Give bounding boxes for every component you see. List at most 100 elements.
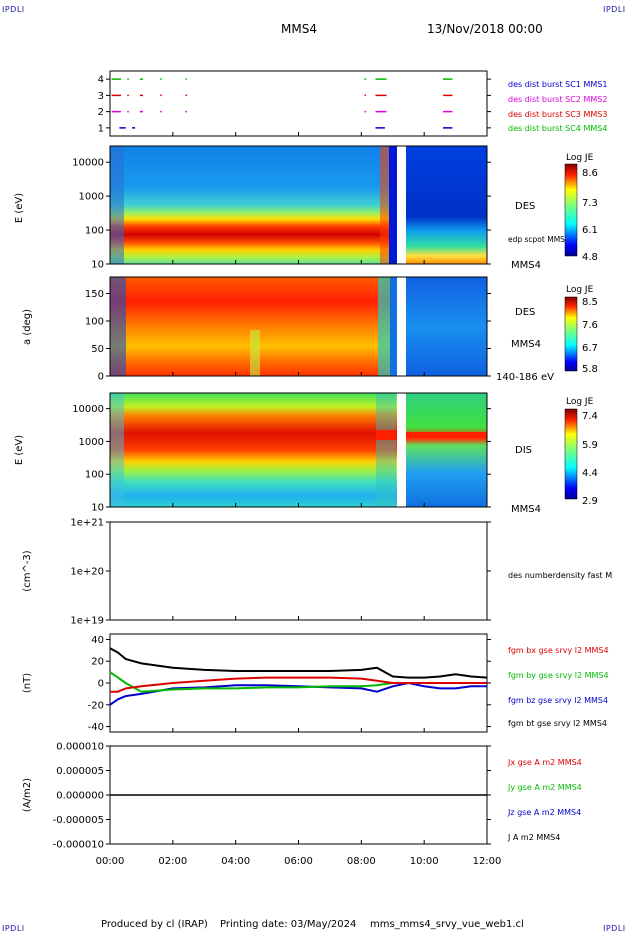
des-pitch-y-tick-label: 100 [85, 317, 104, 328]
density-y-tick-label: 1e+21 [70, 518, 104, 529]
current-panel: (A/m2) -0.000010 -0.000005 0.000000 0.00000… [22, 742, 582, 851]
current-y-tick-label: 0.000005 [56, 766, 104, 777]
des-pitch-energy-range: 140-186 eV [496, 372, 554, 383]
burst-y-tick-label: 1 [98, 123, 104, 134]
spacecraft-title: MMS4 [281, 22, 317, 36]
dis-energy-gap [397, 393, 406, 507]
bfield-y-tick-label: -20 [88, 700, 104, 711]
des-energy-panel: E (eV) 10 100 1000 10000 DES edp scpot MMS4… [14, 145, 598, 271]
des-pitch-early-edge [110, 277, 126, 376]
des-pitch-panel: a (deg) 0 50 100 150 DES MMS4 140-186 eV Lo… [22, 276, 598, 383]
dis-energy-cb-tick-1: 5.9 [582, 440, 598, 451]
bfield-y-tick-label: 0 [98, 679, 104, 690]
current-yticks: -0.000010 -0.000005 0.000000 0.000005 0.0000… [53, 742, 491, 851]
burst-panel: 1 2 3 4 des dist burst SC1 MMS1 des dist bu… [98, 70, 607, 137]
current-ylabel: (A/m2) [22, 778, 33, 812]
current-y-tick-label: -0.000005 [53, 815, 104, 826]
des-pitch-yticks: 0 50 100 150 [85, 289, 491, 383]
legend-bt: fgm bt gse srvy l2 MMS4 [508, 719, 607, 728]
des-energy-transition [380, 146, 389, 264]
bfield-lines [109, 647, 488, 706]
legend-jz: Jz gse A m2 MMS4 [507, 808, 581, 817]
des-energy-gap [397, 146, 406, 264]
legend-bx: fgm bx gse srvy l2 MMS4 [508, 646, 609, 655]
des-energy-blue-band [389, 146, 397, 264]
corner-label-bottom-right: IPDLI [603, 924, 626, 933]
legend-burst-sc4: des dist burst SC4 MMS4 [508, 124, 607, 133]
des-energy-yticks-tick-label: 10000 [72, 158, 104, 169]
dis-energy-yticks: 10 100 1000 10000 [72, 404, 491, 514]
footer-script: mms_mms4_srvy_vue_web1.cl [370, 919, 524, 930]
time-tick-label: 12:00 [473, 856, 502, 867]
des-energy-colorbar [564, 163, 578, 257]
density-y-tick-label: 1e+20 [70, 567, 104, 578]
des-energy-mms4: MMS4 [511, 260, 541, 271]
dis-energy-yticks-tick-label: 1000 [79, 437, 104, 448]
dis-energy-yticks-tick-label: 10 [91, 503, 104, 514]
current-y-tick-label: -0.000010 [53, 840, 104, 851]
des-pitch-colorbar-title: Log JE [566, 285, 594, 295]
bfield-series-line [109, 647, 488, 679]
des-energy-yticks: 10 100 1000 10000 [72, 158, 491, 271]
des-energy-yticks-tick-label: 1000 [79, 192, 104, 203]
time-tick-label: 10:00 [410, 856, 439, 867]
density-ylabel: (cm^-3) [22, 550, 33, 591]
datetime-title: 13/Nov/2018 00:00 [427, 22, 543, 36]
corner-label-bottom-left: IPDLI [2, 924, 25, 933]
des-energy-cb-tick-0: 8.6 [582, 168, 598, 179]
footer-credit: Produced by cl (IRAP) [101, 919, 208, 930]
des-pitch-blue-band [390, 277, 397, 376]
dis-energy-cb-tick-2: 4.4 [582, 468, 598, 479]
legend-jy: Jy gse A m2 MMS4 [507, 783, 582, 792]
time-tick-label: 06:00 [284, 856, 313, 867]
des-pitch-y-tick-label: 0 [98, 372, 104, 383]
des-pitch-y-tick-label: 150 [85, 289, 104, 300]
legend-jx: Jx gse A m2 MMS4 [507, 758, 582, 767]
density-y-tick-label: 1e+19 [70, 616, 104, 627]
bfield-y-tick-label: 20 [91, 657, 104, 668]
des-pitch-colorbar [564, 296, 578, 372]
bfield-panel: (nT) -40 -20 0 20 40 fgm bx gse srvy l2 MMS4… [22, 633, 609, 733]
des-pitch-cb-tick-0: 8.5 [582, 297, 598, 308]
time-axis: 00:00 02:00 04:00 06:00 08:00 10:00 12:00 [96, 132, 502, 867]
corner-label-top-right: IPDLI [603, 5, 626, 14]
des-energy-cb-tick-2: 6.1 [582, 225, 598, 236]
burst-marks [111, 78, 453, 129]
dis-energy-label: DIS [515, 445, 532, 456]
dis-energy-colorbar-title: Log JE [566, 397, 594, 407]
density-series-label: des numberdensity fast M [508, 571, 612, 580]
burst-yticks: 1 2 3 4 [98, 75, 491, 134]
footer-printing-date: Printing date: 03/May/2024 [220, 919, 357, 930]
time-tick-label: 04:00 [221, 856, 250, 867]
time-tick-label: 00:00 [96, 856, 125, 867]
legend-bz: fgm bz gse srvy l2 MMS4 [508, 696, 608, 705]
legend-by: fgm by gse srvy l2 MMS4 [508, 671, 609, 680]
dis-energy-late-red-band [406, 432, 487, 438]
bfield-y-tick-label: -40 [88, 722, 104, 733]
dis-energy-colorbar [564, 408, 578, 500]
des-energy-yticks-tick-label: 100 [85, 226, 104, 237]
current-y-tick-label: 0.000000 [56, 791, 104, 802]
bfield-ylabel: (nT) [22, 673, 33, 693]
des-pitch-label: DES [515, 307, 535, 318]
dis-energy-late [406, 393, 487, 507]
bfield-y-tick-label: 40 [91, 635, 104, 646]
density-panel: (cm^-3) 1e+19 1e+20 1e+21 des numberdensit… [22, 518, 612, 627]
des-energy-cb-tick-1: 7.3 [582, 198, 598, 209]
des-pitch-transition [378, 277, 390, 376]
density-yticks: 1e+19 1e+20 1e+21 [70, 518, 491, 627]
des-energy-cb-tick-3: 4.8 [582, 252, 598, 263]
des-energy-colorbar-title: Log JE [566, 153, 594, 163]
dis-energy-yticks-tick-label: 100 [85, 470, 104, 481]
dis-energy-cb-tick-3: 2.9 [582, 496, 598, 507]
des-pitch-cb-tick-3: 5.8 [582, 364, 598, 375]
dis-energy-transition [376, 393, 396, 507]
dis-energy-red-band [376, 430, 396, 440]
des-energy-yticks-tick-label: 10 [91, 260, 104, 271]
des-pitch-cb-tick-1: 7.6 [582, 320, 598, 331]
burst-y-tick-label: 4 [98, 75, 104, 86]
des-pitch-gap [397, 277, 406, 376]
time-tick-label: 02:00 [158, 856, 187, 867]
des-energy-ylabel: E (eV) [14, 193, 25, 223]
